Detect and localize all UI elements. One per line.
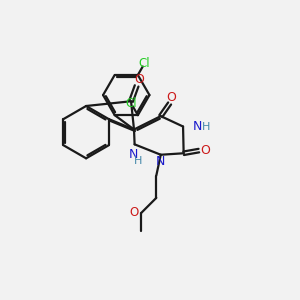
Text: O: O <box>166 91 176 104</box>
Text: O: O <box>134 73 144 86</box>
Text: N: N <box>128 148 138 161</box>
Text: H: H <box>202 122 210 132</box>
Text: H: H <box>134 156 142 166</box>
Text: N: N <box>156 155 165 168</box>
Text: O: O <box>129 206 139 219</box>
Text: Cl: Cl <box>139 57 150 70</box>
Text: Cl: Cl <box>125 97 137 110</box>
Text: N: N <box>193 120 202 133</box>
Text: O: O <box>200 144 210 157</box>
